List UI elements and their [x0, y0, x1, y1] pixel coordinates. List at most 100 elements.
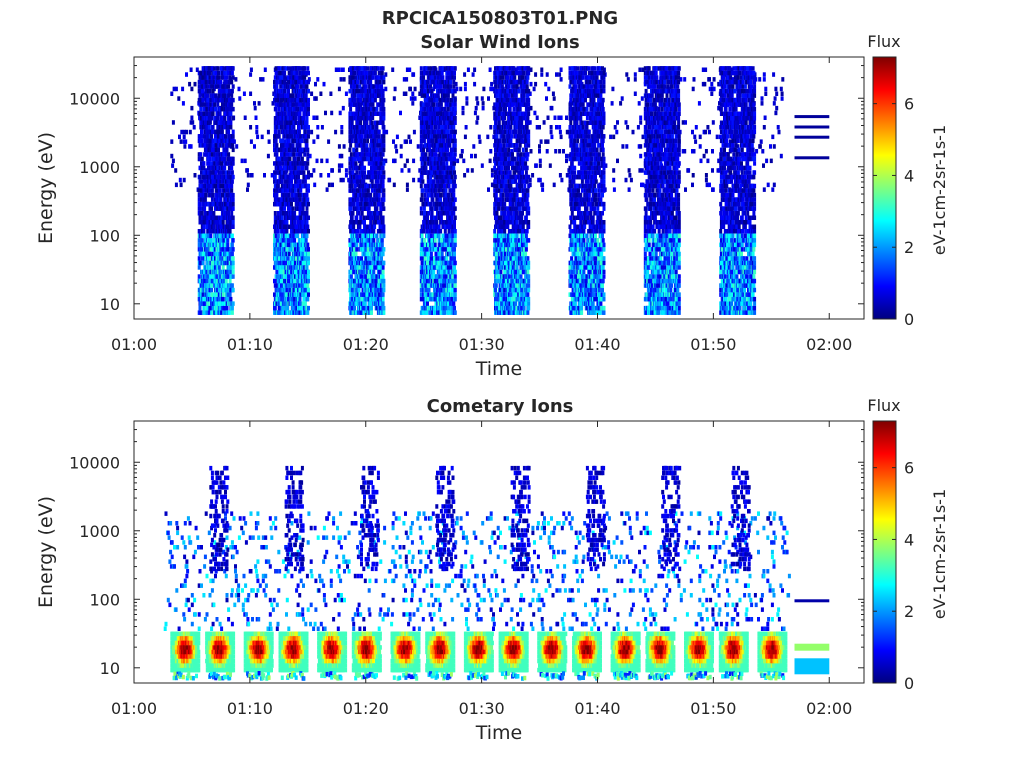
- heatmap-cell: [406, 187, 409, 192]
- heatmap-cell: [307, 252, 310, 257]
- heatmap-cell: [307, 98, 310, 103]
- heatmap-cell: [385, 130, 388, 135]
- heatmap-cell: [372, 125, 375, 130]
- heatmap-cell: [193, 125, 196, 130]
- heatmap-cell: [338, 144, 341, 149]
- heatmap-cell: [489, 159, 492, 164]
- heatmap-cell: [632, 130, 635, 135]
- heatmap-cell: [774, 96, 777, 101]
- heatmap-cell: [487, 187, 490, 192]
- heatmap-cell: [210, 116, 213, 121]
- heatmap-cell: [365, 121, 368, 126]
- heatmap-cell: [364, 80, 367, 85]
- heatmap-cell: [476, 116, 479, 121]
- heatmap-cell: [307, 175, 310, 180]
- heatmap-cell: [473, 68, 476, 73]
- heatmap-cell: [202, 161, 205, 166]
- heatmap-cell: [694, 139, 697, 144]
- heatmap-cell: [355, 148, 358, 153]
- heatmap-cell: [565, 159, 568, 164]
- heatmap-cell: [351, 121, 354, 126]
- heatmap-cell: [288, 252, 291, 257]
- heatmap-cell: [773, 183, 776, 188]
- heatmap-cell: [774, 111, 777, 116]
- heatmap-cell: [340, 154, 343, 159]
- heatmap-cell: [209, 234, 212, 239]
- heatmap-cell: [249, 72, 252, 77]
- heatmap-cell: [558, 149, 561, 154]
- heatmap-cell: [366, 139, 369, 144]
- heatmap-cell: [175, 183, 178, 188]
- heatmap-cell: [190, 87, 193, 92]
- heatmap-cell: [226, 306, 229, 311]
- heatmap-cell: [550, 130, 553, 135]
- heatmap-cell: [616, 120, 619, 125]
- heatmap-cell: [356, 197, 359, 202]
- heatmap-cell: [706, 159, 709, 164]
- heatmap-cell: [303, 66, 306, 71]
- heatmap-cell: [625, 72, 628, 77]
- heatmap-cell: [538, 125, 541, 130]
- heatmap-cell: [350, 274, 353, 279]
- heatmap-cell: [378, 134, 381, 139]
- heatmap-cell: [372, 238, 375, 243]
- heatmap-cell: [482, 106, 485, 111]
- heatmap-cell: [559, 173, 562, 178]
- heatmap-cell: [634, 72, 637, 77]
- heatmap-cell: [367, 274, 370, 279]
- heatmap-cell: [414, 96, 417, 101]
- heatmap-cell: [352, 170, 355, 175]
- heatmap-cell: [199, 152, 202, 157]
- heatmap-cell: [302, 206, 305, 211]
- heatmap-cell: [612, 178, 615, 183]
- heatmap-cell: [456, 159, 459, 164]
- heatmap-cell: [338, 168, 341, 173]
- heatmap-cell: [306, 265, 309, 270]
- heatmap-cell: [355, 252, 358, 257]
- heatmap-cell: [307, 102, 310, 107]
- heatmap-cell: [222, 265, 225, 270]
- heatmap-cell: [539, 163, 542, 168]
- heatmap-cell: [282, 306, 285, 311]
- heatmap-cell: [229, 297, 232, 302]
- heatmap-cell: [283, 89, 286, 94]
- heatmap-cell: [294, 157, 297, 162]
- heatmap-cell: [459, 87, 462, 92]
- heatmap-cell: [219, 270, 222, 275]
- heatmap-cell: [614, 125, 617, 130]
- heatmap-cell: [465, 96, 468, 101]
- heatmap-cell: [460, 154, 463, 159]
- heatmap-cell: [231, 306, 234, 311]
- heatmap-cell: [396, 135, 399, 140]
- heatmap-cell: [294, 116, 297, 121]
- heatmap-cell: [338, 87, 341, 92]
- heatmap-cell: [404, 163, 407, 168]
- heatmap-cell: [781, 92, 784, 97]
- heatmap-cell: [307, 71, 310, 76]
- heatmap-cell: [209, 89, 212, 94]
- heatmap-cell: [179, 178, 182, 183]
- heatmap-cell: [392, 139, 395, 144]
- heatmap-cell: [299, 152, 302, 157]
- heatmap-cell: [474, 111, 477, 116]
- heatmap-cell: [209, 252, 212, 257]
- heatmap-cell: [210, 206, 213, 211]
- heatmap-cell: [373, 225, 376, 230]
- heatmap-cell: [211, 130, 214, 135]
- heatmap-cell: [215, 107, 218, 112]
- heatmap-cell: [374, 139, 377, 144]
- heatmap-cell: [405, 139, 408, 144]
- heatmap-cell: [232, 225, 235, 230]
- heatmap-cell: [565, 154, 568, 159]
- heatmap-cell: [761, 96, 764, 101]
- heatmap-cell: [222, 292, 225, 297]
- heatmap-cell: [307, 270, 310, 275]
- heatmap-cell: [703, 82, 706, 87]
- heatmap-cell: [275, 107, 278, 112]
- heatmap-cell: [278, 130, 281, 135]
- heatmap-cell: [306, 297, 309, 302]
- heatmap-cell: [375, 234, 378, 239]
- heatmap-cell: [482, 101, 485, 106]
- heatmap-cell: [247, 183, 250, 188]
- heatmap-cell: [339, 111, 342, 116]
